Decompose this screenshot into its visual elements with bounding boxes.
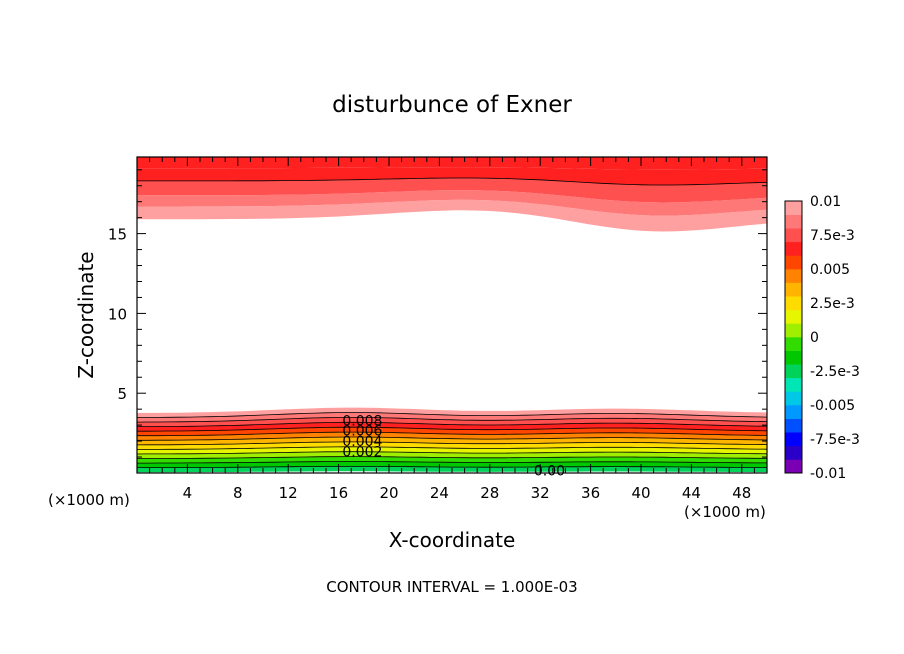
lower-band <box>137 407 767 418</box>
colorbar-swatch <box>785 445 802 460</box>
colorbar-tick-label: 0.005 <box>810 262 850 278</box>
x-tick-label: 8 <box>233 484 243 502</box>
contour-line <box>137 431 768 437</box>
x-axis-label: X-coordinate <box>389 528 516 552</box>
colorbar-swatch <box>785 405 802 419</box>
x-tick-label: 40 <box>631 484 650 502</box>
colorbar-swatch <box>785 418 802 433</box>
x-tick-label: 28 <box>480 484 499 502</box>
colorbar-tick-label: 7.5e-3 <box>810 228 855 244</box>
lower-band <box>137 432 767 441</box>
colorbar-swatch <box>785 459 802 474</box>
colorbar-swatch <box>785 364 802 379</box>
lower-band <box>137 412 767 423</box>
colorbar-tick-label: 0.01 <box>810 194 841 210</box>
contour-interval-note: CONTOUR INTERVAL = 1.000E-03 <box>326 578 577 596</box>
colorbar-swatch <box>785 350 802 365</box>
colorbar-frame <box>784 200 803 474</box>
contour-line <box>137 421 768 427</box>
upper-band <box>137 190 767 216</box>
contour-lines <box>136 177 768 468</box>
x-unit-note-right: (×1000 m) <box>684 503 766 521</box>
contour-line <box>137 426 768 432</box>
contour-line <box>137 412 768 418</box>
colorbar-swatch <box>785 241 802 256</box>
contour-fields <box>137 157 767 473</box>
colorbar-swatch <box>785 309 802 324</box>
x-tick-label: 44 <box>682 484 701 502</box>
lower-band <box>137 422 767 432</box>
chart-title: disturbunce of Exner <box>332 92 572 118</box>
contour-line <box>137 446 768 450</box>
upper-band <box>137 178 767 203</box>
contour-label: 0.004 <box>342 434 382 450</box>
upper-band <box>137 157 767 170</box>
x-axis-ticks: 4 8 12 16 20 24 28 32 36 40 44 48 <box>149 157 755 502</box>
contour-label: 0.002 <box>342 444 382 460</box>
lower-band <box>137 427 767 436</box>
colorbar-tick-label: -2.5e-3 <box>810 364 860 380</box>
lower-band <box>137 417 767 427</box>
colorbar-tick-label: -0.01 <box>810 466 846 482</box>
colorbar-tick-label: 2.5e-3 <box>810 296 855 312</box>
colorbar-swatch <box>785 282 802 297</box>
contour-line <box>137 177 768 186</box>
x-tick-label: 32 <box>531 484 550 502</box>
colorbar: 0.01 7.5e-3 0.005 2.5e-3 0 -2.5e-3 -0.005 -7.5e… <box>784 194 860 482</box>
x-tick-label: 16 <box>329 484 348 502</box>
x-tick-label: 24 <box>430 484 449 502</box>
contour-line <box>137 461 767 464</box>
colorbar-swatch <box>785 214 802 229</box>
contour-label: 0.006 <box>342 424 382 440</box>
colorbar-swatch <box>785 269 802 283</box>
colorbar-swatch <box>785 296 802 311</box>
x-tick-label: 4 <box>183 484 193 502</box>
x-unit-note-left: (×1000 m) <box>48 491 130 509</box>
contour-line <box>136 441 768 446</box>
colorbar-swatch <box>785 255 802 270</box>
x-tick-label: 36 <box>581 484 600 502</box>
colorbar-swatch <box>785 201 802 215</box>
y-axis-ticks: 5 10 15 <box>108 169 767 458</box>
x-tick-label: 12 <box>279 484 298 502</box>
colorbar-swatch <box>785 432 802 447</box>
contour-label: 0.00 <box>534 464 565 480</box>
colorbar-swatch <box>785 377 802 392</box>
x-tick-label: 20 <box>379 484 398 502</box>
contour-line <box>137 466 767 468</box>
colorbar-tick-label: 0 <box>810 330 819 346</box>
contour-line <box>136 417 768 423</box>
contour-line <box>137 456 767 459</box>
contour-label: 0.008 <box>342 413 382 429</box>
lower-band <box>137 441 767 450</box>
colorbar-tick-label: -0.005 <box>810 398 855 414</box>
colorbar-tick-label: -7.5e-3 <box>810 432 860 448</box>
colorbar-swatch <box>785 323 802 338</box>
colorbar-swatch <box>785 391 802 406</box>
y-tick-label: 5 <box>117 385 127 403</box>
upper-band <box>137 199 767 232</box>
lower-band <box>137 437 767 445</box>
y-axis-label: Z-coordinate <box>74 251 98 378</box>
y-tick-label: 15 <box>108 226 127 244</box>
lower-band <box>137 461 767 468</box>
y-tick-label: 10 <box>108 305 127 323</box>
colorbar-swatch <box>785 337 802 351</box>
colorbar-swatch <box>785 228 802 243</box>
contour-line <box>137 436 768 441</box>
contour-line <box>136 451 768 455</box>
x-tick-label: 48 <box>732 484 751 502</box>
